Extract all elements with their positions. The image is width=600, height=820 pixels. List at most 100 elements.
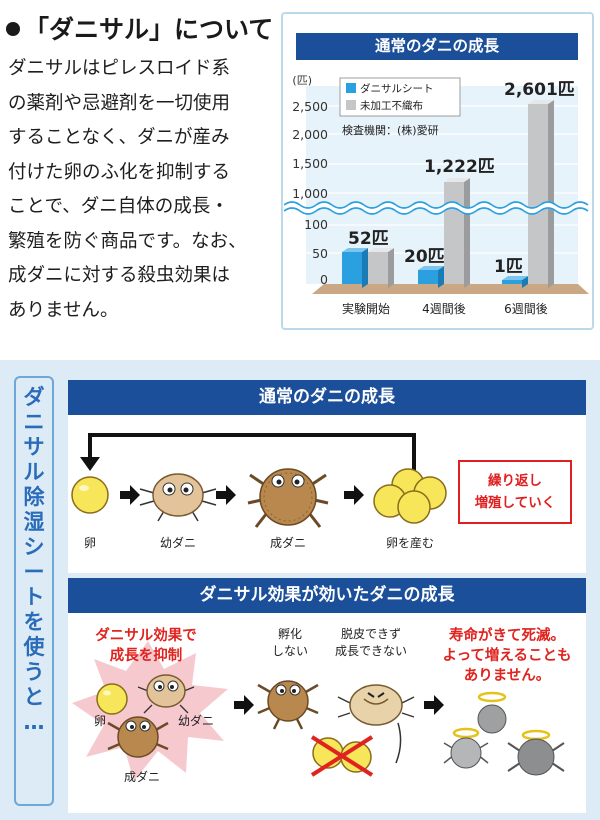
arrow-icon — [344, 485, 364, 505]
intro-line: 成ダニに対する殺虫効果は — [8, 265, 231, 286]
y-tick-label: 2,500 — [292, 99, 328, 114]
bullet-icon — [6, 22, 20, 36]
y-tick-label: 0 — [320, 272, 328, 287]
stage-label-egg: 卵 — [84, 536, 96, 550]
data-label: 1,222匹 — [424, 157, 495, 177]
repeat-note-line: 増殖していく — [474, 495, 556, 511]
adult-mite-icon — [257, 680, 319, 730]
side-char: ル — [23, 460, 45, 484]
arrow-icon — [216, 485, 236, 505]
legend-label: 未加工不織布 — [360, 99, 423, 112]
normal-cycle-diagram: 卵 幼ダニ 成ダニ 卵を産む — [71, 433, 447, 550]
label-larva: 幼ダニ — [178, 714, 215, 728]
side-char: ト — [23, 585, 45, 609]
side-char: ニ — [23, 410, 45, 434]
bar-untreated-4w — [444, 178, 470, 288]
loop-arrow-head — [80, 457, 100, 471]
intro-line: ありません。 — [8, 299, 119, 321]
normal-growth-banner: 通常のダニの成長 — [68, 380, 586, 415]
intro-line: 繁殖を防ぐ商品です。なお、 — [8, 230, 247, 252]
intro-line: 付けた卵のふ化を抑制する — [8, 161, 231, 183]
side-char: 除 — [23, 485, 45, 509]
bar-untreated-6w — [528, 100, 554, 288]
note-line: しない — [271, 644, 308, 658]
side-char: … — [23, 710, 45, 734]
struggling-mite-icon — [337, 684, 415, 764]
side-char: ダ — [23, 385, 45, 409]
note-line: 成長できない — [334, 644, 407, 658]
repeat-note-box: 繰り返し 増殖していく — [458, 460, 572, 524]
mite-growth-bar-chart: (匹) 2,500 2,000 1,500 1,000 100 50 0 52匹… — [284, 74, 589, 316]
effect-growth-banner: ダニサル効果が効いたダニの成長 — [68, 578, 586, 613]
y-tick-label: 100 — [304, 217, 328, 232]
egg-icon — [96, 683, 128, 715]
burst-text: ダニサル効果で 成長を抑制 — [76, 626, 216, 666]
axis-break-wave — [284, 207, 589, 215]
data-label: 1匹 — [494, 257, 523, 277]
intro-paragraph: ダニサルはピレスロイド系 の薬剤や忌避剤を一切使用 することなく、ダニが産み 付… — [8, 52, 273, 328]
adult-mite-icon — [107, 716, 169, 758]
y-tick-label: 50 — [312, 246, 328, 261]
x-tick-label: 6週間後 — [504, 302, 548, 316]
no-hatch-note: 孵化 しない — [270, 626, 310, 660]
y-tick-label: 2,000 — [292, 127, 328, 142]
intro-line: ことで、ダニ自体の成長・ — [8, 196, 229, 217]
unhatched-eggs-icon — [310, 735, 374, 777]
intro-line: の薬剤や忌避剤を一切使用 — [8, 92, 231, 114]
side-char: サ — [23, 435, 45, 459]
heading-text: 「ダニサル」について — [24, 15, 274, 44]
note-line: 孵化 — [277, 627, 302, 641]
side-char: う — [23, 660, 45, 684]
side-label-frame — [14, 376, 54, 806]
chart-legend: ダニサルシート 未加工不織布 — [339, 77, 461, 117]
arrow-icon — [234, 695, 254, 715]
result-line: ありません。 — [463, 668, 551, 684]
arrow-icon — [120, 485, 140, 505]
arrow-icon — [424, 695, 444, 715]
burst-line: ダニサル効果で — [95, 628, 197, 644]
stage-label-lay-eggs: 卵を産む — [386, 535, 434, 550]
chart-title: 通常のダニの成長 — [296, 33, 578, 60]
result-line: 寿命がきて死滅。 — [449, 628, 565, 644]
legend-swatch — [346, 83, 356, 93]
larva-mite-icon — [137, 674, 195, 714]
data-label: 2,601匹 — [504, 80, 575, 100]
note-line: 脱皮できず — [340, 627, 401, 641]
data-label: 52匹 — [348, 229, 389, 249]
loop-arrow — [88, 433, 416, 471]
y-tick-label: 1,000 — [292, 186, 328, 201]
burst-shape — [72, 641, 228, 781]
no-molt-note: 脱皮できず 成長できない — [326, 626, 416, 660]
axis-break-band — [284, 201, 589, 215]
stage-label-larva: 幼ダニ — [160, 535, 196, 550]
bar-daniseal-start — [342, 248, 368, 288]
dead-mite-icon — [443, 691, 565, 776]
y-tick-label: 1,500 — [292, 156, 328, 171]
larva-mite-icon — [139, 473, 217, 522]
data-label: 20匹 — [404, 247, 445, 267]
effect-cycle-diagram — [72, 641, 565, 781]
result-text: 寿命がきて死滅。 よって増えることも ありません。 — [432, 626, 582, 686]
side-char: 使 — [23, 635, 45, 659]
stage-label-adult: 成ダニ — [270, 535, 306, 550]
side-label: ダニサル除湿シートを使うと… — [14, 385, 54, 735]
egg-icon — [71, 476, 109, 514]
x-tick-label: 実験開始 — [342, 301, 390, 316]
label-adult: 成ダニ — [124, 770, 161, 784]
side-char: を — [23, 610, 45, 634]
result-line: よって増えることも — [442, 648, 572, 664]
label-egg: 卵 — [94, 714, 107, 728]
x-tick-label: 4週間後 — [422, 302, 466, 316]
bar-daniseal-6w — [502, 276, 528, 288]
side-char: シ — [23, 535, 45, 559]
section-heading: 「ダニサル」について — [6, 10, 273, 46]
intro-line: することなく、ダニが産み — [8, 127, 230, 148]
legend-swatch — [346, 100, 356, 110]
egg-cluster-icon — [373, 468, 447, 524]
burst-line: 成長を抑制 — [109, 648, 183, 664]
intro-line: ダニサルはピレスロイド系 — [8, 58, 231, 79]
legend-label: ダニサルシート — [360, 82, 434, 95]
bar-daniseal-4w — [418, 266, 444, 288]
test-lab-note: 検査機関：(株)愛研 — [342, 123, 439, 137]
bar-untreated-start — [368, 248, 394, 288]
